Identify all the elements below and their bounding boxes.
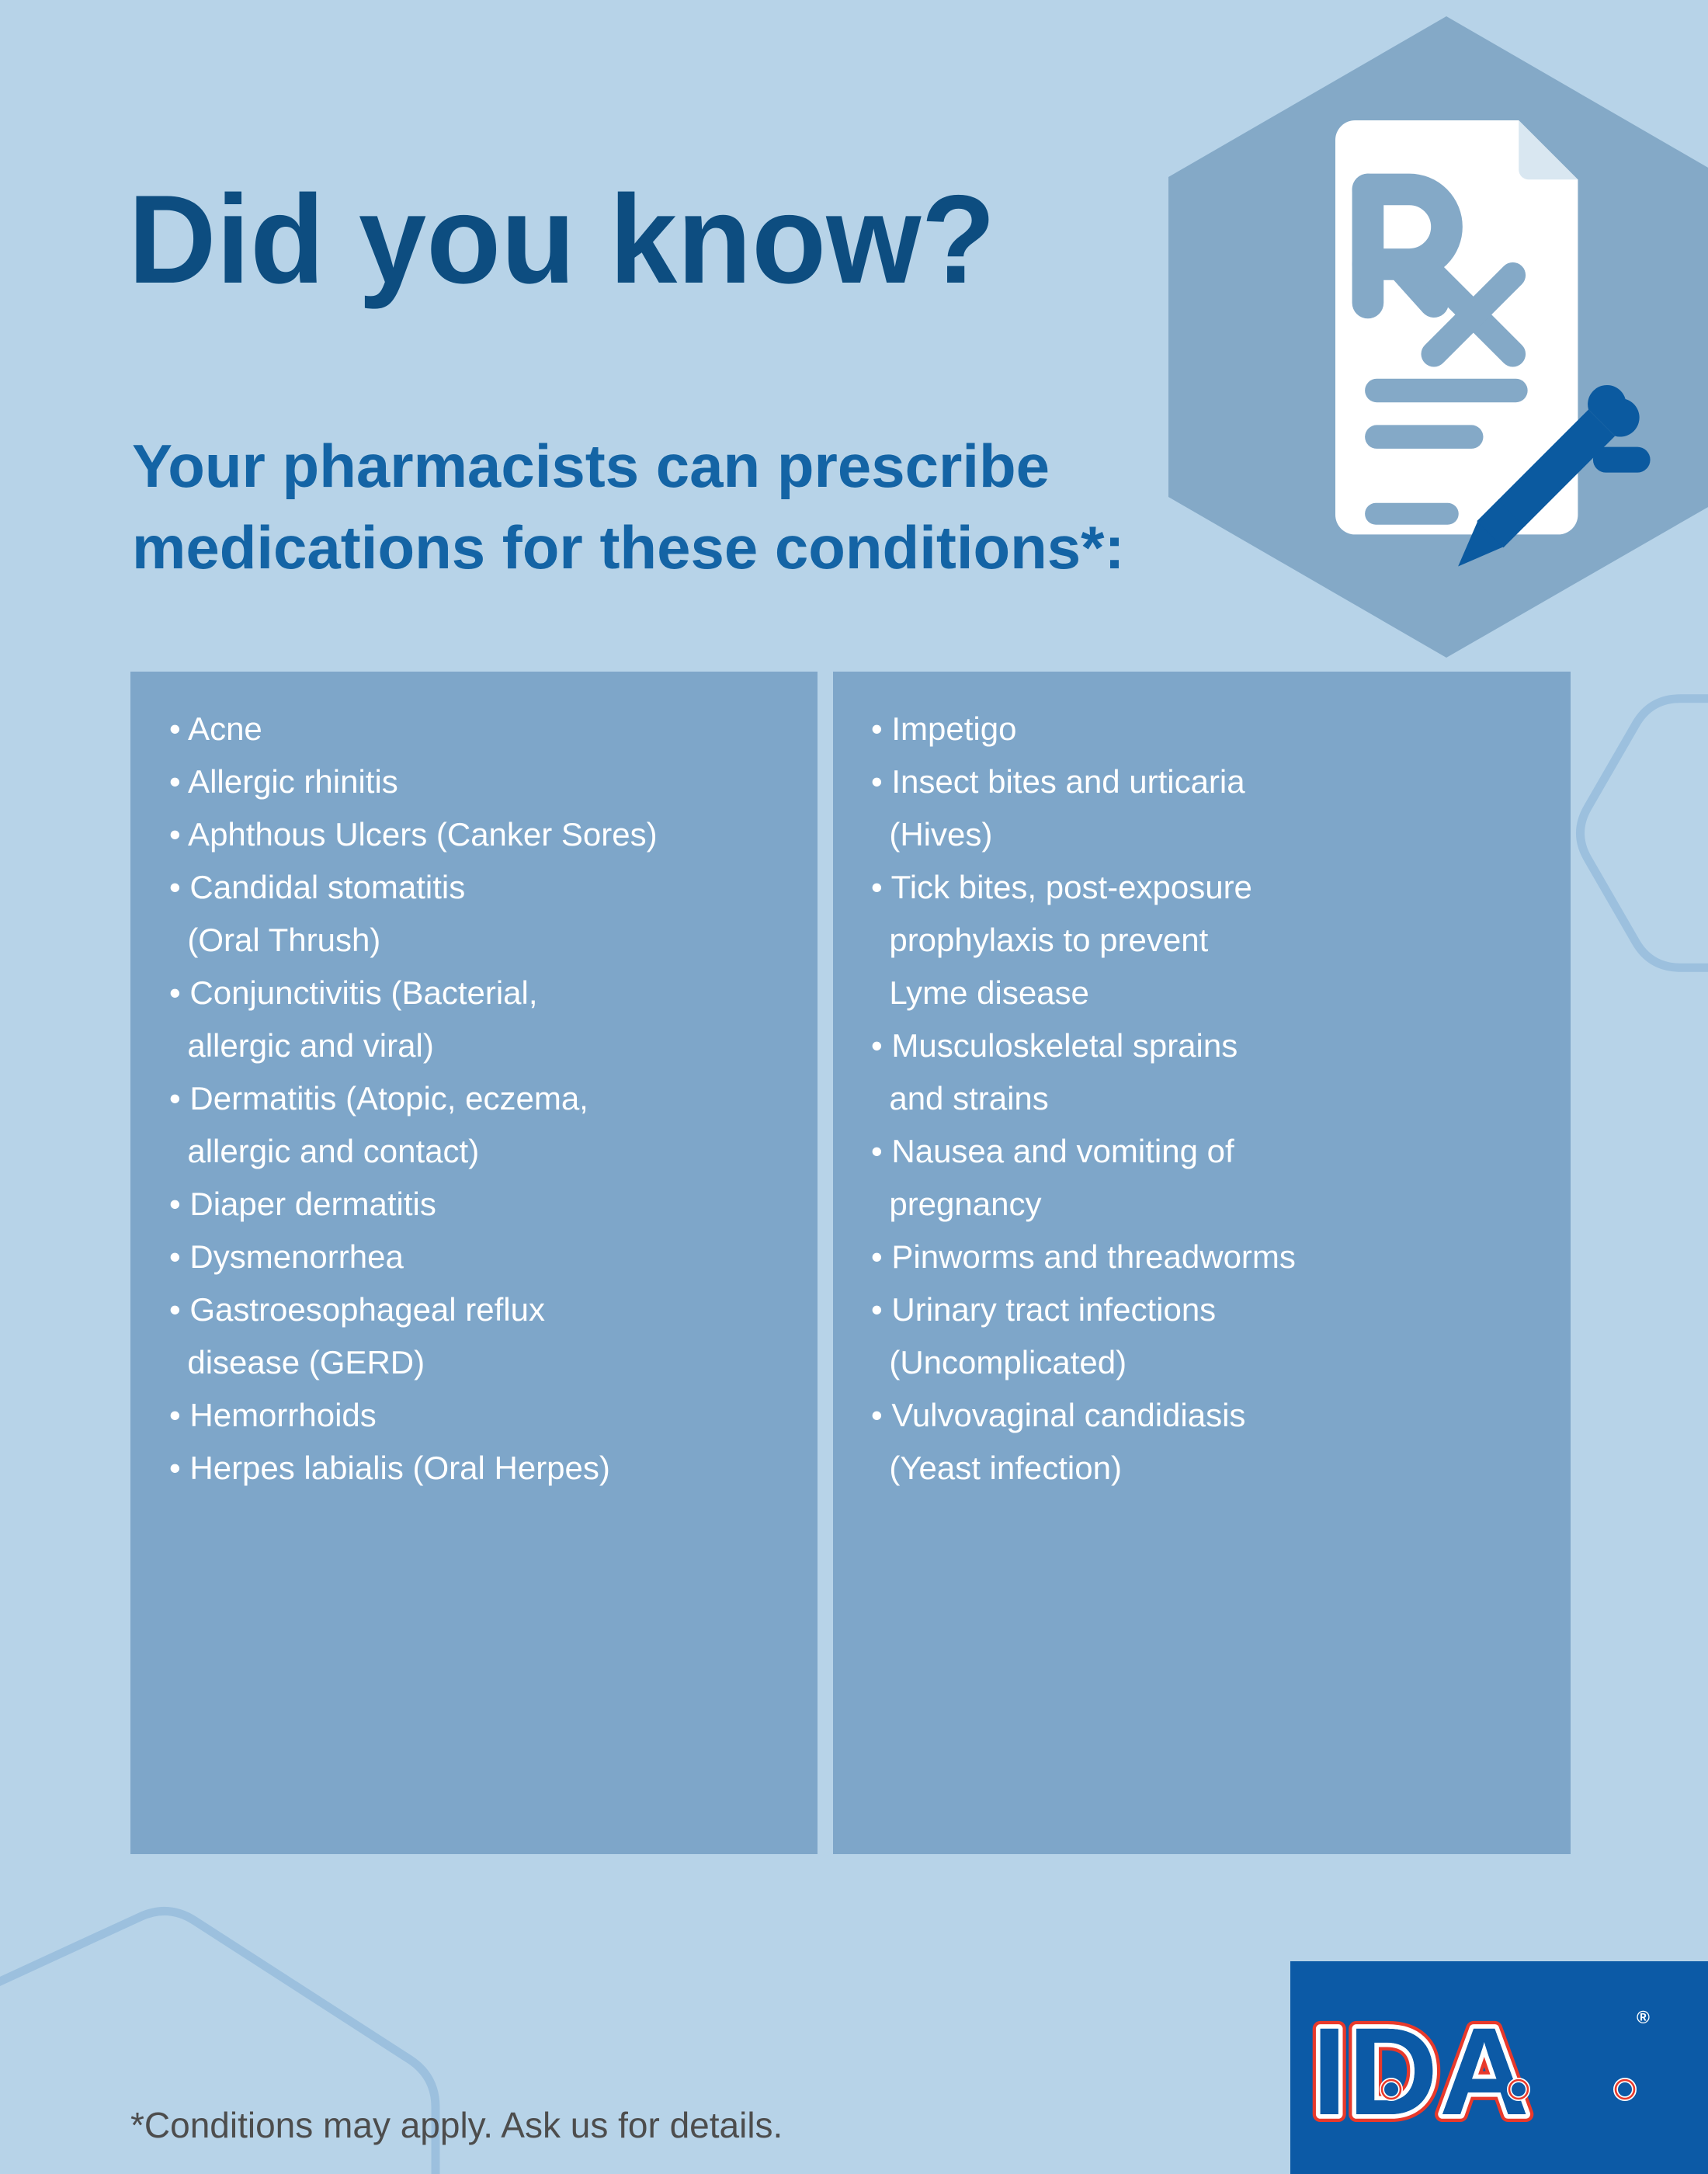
svg-text:IDA: IDA	[1312, 2002, 1531, 2141]
svg-text:®: ®	[1637, 2007, 1651, 2027]
